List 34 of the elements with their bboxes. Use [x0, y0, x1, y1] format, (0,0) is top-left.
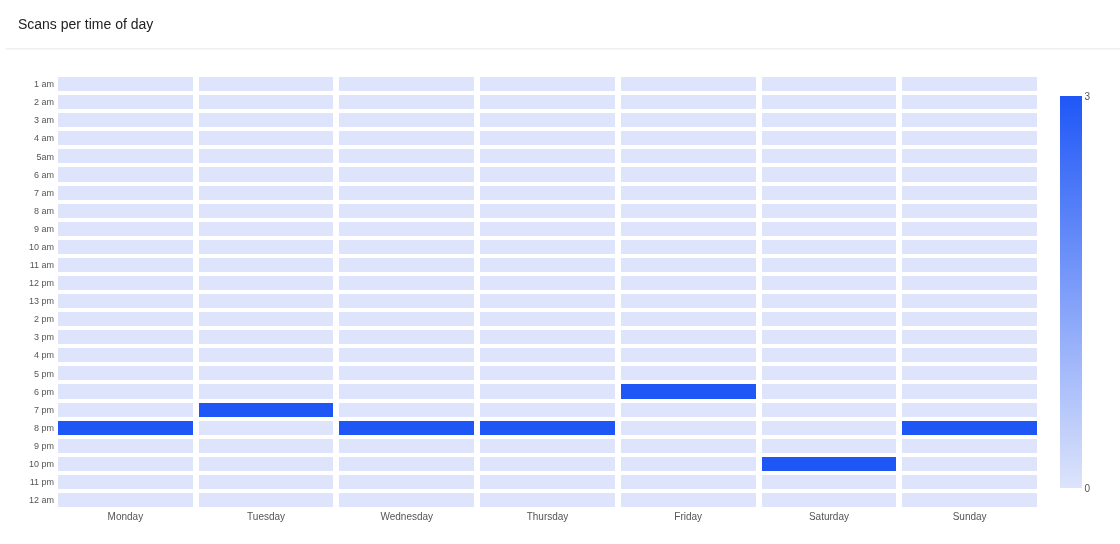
y-tick-label: 1 am [33, 79, 54, 90]
y-tick-label: 7 am [33, 187, 54, 198]
x-tick-label: Sunday [952, 511, 987, 522]
y-tick-label: 6 am [33, 169, 54, 180]
color-bar-label: 3 [1084, 90, 1091, 102]
x-tick-label: Thursday [526, 511, 569, 522]
y-tick-label: 11 pm [29, 477, 54, 488]
x-tick-label: Wednesday [380, 511, 434, 522]
y-tick-label: 4 pm [33, 350, 54, 361]
y-tick-label: 5am [36, 151, 54, 162]
y-tick-label: 2 pm [33, 314, 54, 325]
y-tick-label: 6 pm [33, 386, 54, 397]
y-tick-label: 5 pm [33, 368, 54, 379]
color-bar-label: 0 [1084, 482, 1091, 494]
chart-title: Scans per time of day [17, 15, 154, 32]
y-tick-label: 8 pm [33, 422, 54, 433]
y-tick-label: 9 pm [33, 440, 54, 451]
y-tick-label: 8 am [33, 205, 54, 216]
y-tick-label: 4 am [33, 133, 54, 144]
y-tick-label: 11 am [29, 260, 54, 271]
y-tick-label: 12 pm [28, 278, 54, 289]
y-tick-label: 2 am [33, 97, 54, 108]
x-tick-label: Monday [107, 511, 144, 522]
y-tick-label: 3 pm [33, 332, 54, 343]
y-tick-label: 7 pm [33, 404, 54, 415]
x-tick-label: Friday [674, 511, 703, 522]
y-tick-label: 10 am [28, 241, 54, 252]
y-tick-label: 9 am [33, 223, 54, 234]
y-tick-label: 12 am [28, 495, 54, 506]
y-tick-label: 3 am [33, 115, 54, 126]
y-tick-label: 13 pm [28, 296, 54, 307]
x-tick-label: Saturday [808, 511, 849, 522]
x-tick-label: Tuesday [247, 511, 286, 522]
y-tick-label: 10 pm [28, 458, 54, 469]
